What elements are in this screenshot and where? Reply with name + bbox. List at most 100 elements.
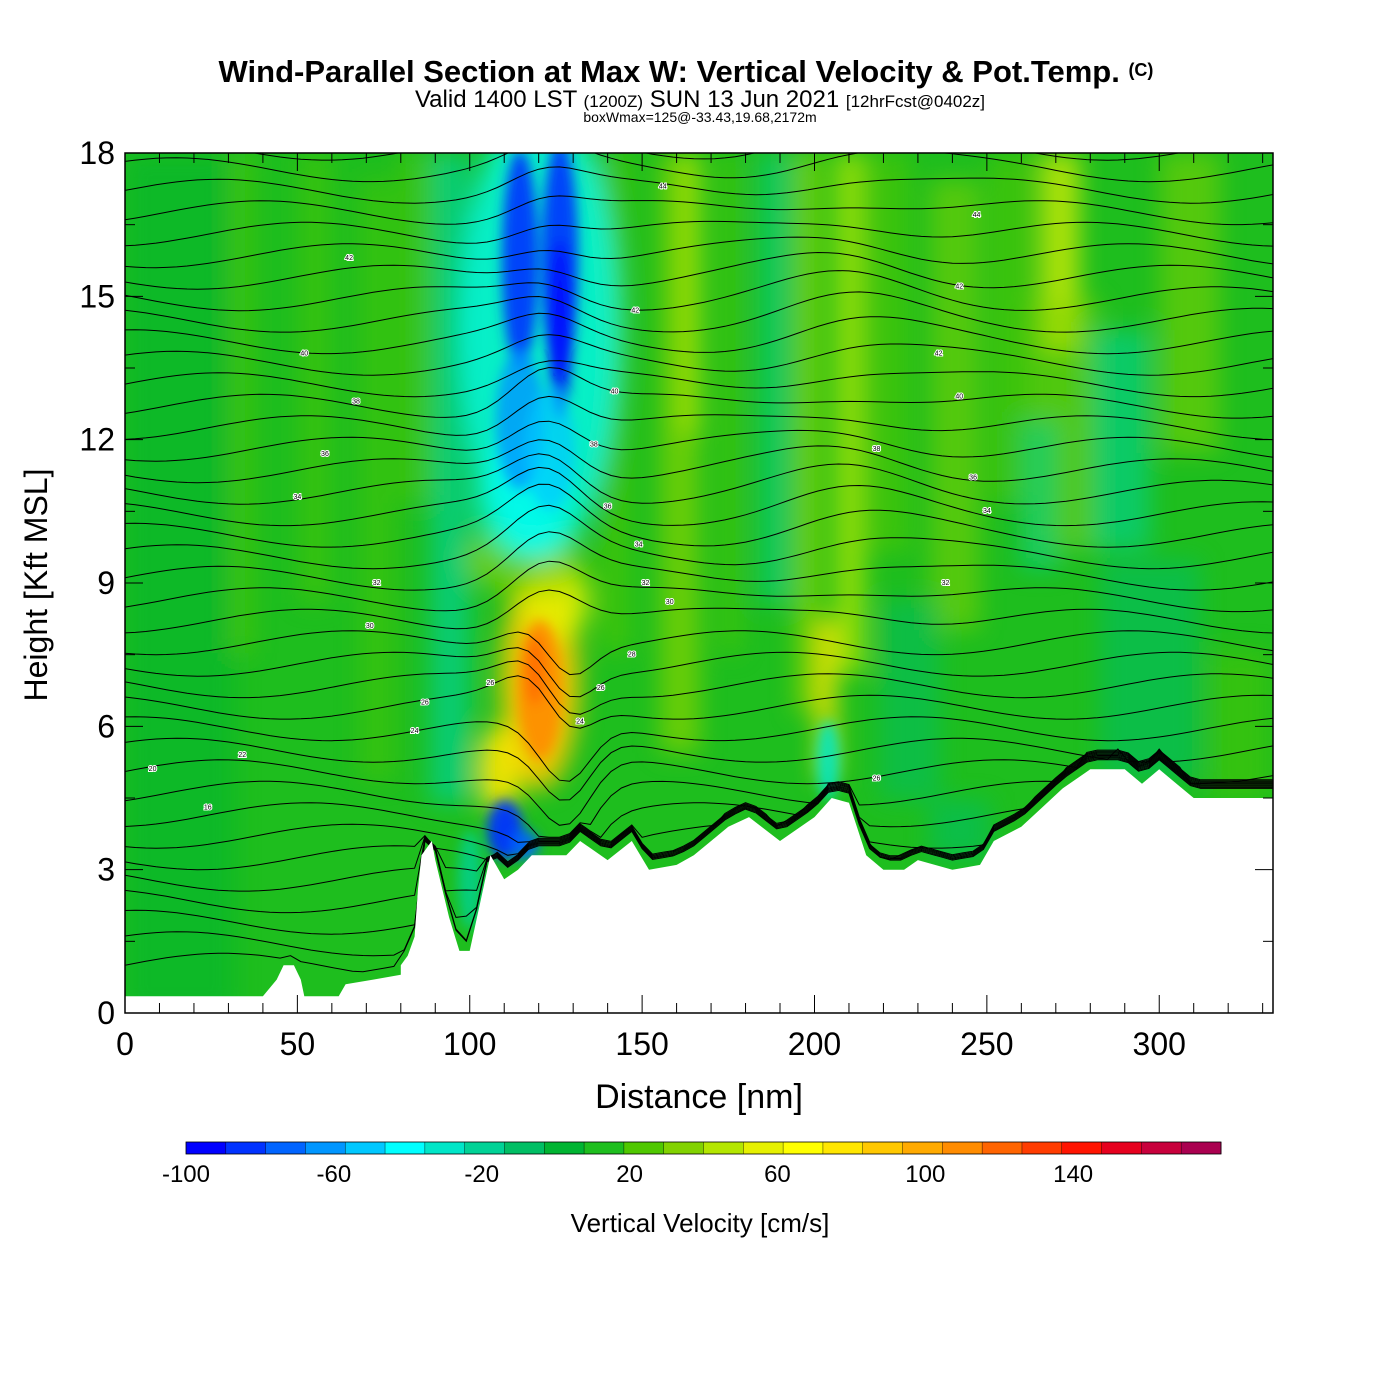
theta-contour — [125, 737, 1273, 801]
colorbar-label: Vertical Velocity [cm/s] — [571, 1208, 830, 1238]
colorbar-swatch — [743, 1142, 784, 1154]
colorbar-swatch — [584, 1142, 625, 1154]
y-tick-label: 0 — [97, 995, 115, 1031]
contour-label: 40 — [300, 351, 308, 358]
x-tick-label: 300 — [1133, 1026, 1186, 1062]
x-axis-tick-labels: 0 50 100 150 200 250 300 — [116, 1026, 1186, 1062]
contour-label: 42 — [631, 308, 639, 315]
colorbar-swatch — [504, 1142, 545, 1154]
theta-contour — [125, 716, 1273, 782]
theta-contour — [125, 749, 1273, 826]
theta-contour — [125, 589, 1273, 634]
theta-contour — [125, 483, 1273, 548]
x-tick-label: 0 — [116, 1026, 134, 1062]
theta-contours — [125, 153, 1273, 973]
colorbar-swatch — [305, 1142, 346, 1154]
contour-label: 36 — [604, 503, 612, 510]
theta-contour — [125, 750, 1273, 838]
colorbar-swatch — [1021, 1142, 1063, 1154]
colorbar-tick-label: 60 — [764, 1161, 791, 1188]
contour-label: 42 — [935, 351, 943, 358]
colorbar-swatch — [623, 1142, 665, 1154]
colorbar-swatch — [982, 1142, 1023, 1154]
theta-contour — [125, 759, 1273, 973]
y-tick-label: 9 — [97, 565, 115, 601]
x-tick-label: 100 — [443, 1026, 496, 1062]
contour-label: 38 — [352, 398, 360, 405]
theta-contour — [125, 360, 1273, 398]
colorbar-swatch — [464, 1142, 505, 1154]
contour-label: 22 — [238, 752, 246, 759]
axis-ticks — [124, 152, 1273, 1014]
colorbar-swatch — [942, 1142, 983, 1154]
theta-contour — [125, 466, 1273, 527]
theta-contour — [125, 439, 1273, 484]
colorbar-swatch — [902, 1142, 943, 1154]
contour-label: 28 — [628, 652, 636, 659]
theta-contour — [125, 312, 1273, 355]
colorbar-tick-label: -60 — [317, 1161, 352, 1188]
velocity-field: 20 16 22 24 26 30 32 34 36 38 40 42 26 24 26 28 30 32 34 36… — [125, 153, 1273, 1013]
contour-label: 20 — [149, 766, 157, 773]
contour-label: 44 — [659, 183, 667, 190]
theta-contour — [125, 195, 1273, 226]
colorbar-swatch — [1101, 1142, 1142, 1154]
chart-subtitle: Valid 1400 LST (1200Z) SUN 13 Jun 2021 [… — [415, 86, 985, 113]
colorbar-swatch — [703, 1142, 744, 1154]
x-axis-label: Distance [nm] — [595, 1078, 803, 1116]
x-tick-label: 250 — [960, 1026, 1013, 1062]
contour-label: 34 — [293, 494, 301, 501]
y-tick-label: 15 — [79, 278, 115, 314]
contour-label: 30 — [366, 623, 374, 630]
theta-contour — [125, 166, 1273, 204]
colorbar-swatch — [345, 1142, 386, 1154]
theta-contour — [125, 560, 1273, 613]
theta-contour — [125, 675, 1273, 729]
y-tick-label: 12 — [79, 422, 115, 458]
contour-label: 32 — [642, 580, 650, 587]
colorbar-swatch — [186, 1142, 227, 1154]
theta-contour — [125, 236, 1273, 269]
contour-labels: 20 16 22 24 26 30 32 34 36 38 40 42 26 24 26 28 30 32 34 36… — [148, 182, 992, 812]
theta-contour — [125, 756, 1273, 935]
x-tick-label: 200 — [788, 1026, 841, 1062]
theta-contour — [125, 758, 1273, 957]
contour-label: 36 — [321, 451, 329, 458]
contour-label: 24 — [411, 728, 419, 735]
colorbar-swatch — [783, 1142, 824, 1154]
contour-label: 42 — [345, 255, 353, 262]
contour-label: 30 — [666, 599, 674, 606]
contour-label: 40 — [955, 394, 963, 401]
terrain-mask — [125, 769, 1273, 1013]
theta-contour — [125, 453, 1273, 505]
colorbar-tick-label: 140 — [1053, 1161, 1093, 1188]
theta-contour — [125, 751, 1273, 843]
x-tick-label: 50 — [280, 1026, 316, 1062]
theta-contour — [125, 334, 1273, 376]
theta-contour — [125, 647, 1273, 698]
x-tick-label: 150 — [615, 1026, 668, 1062]
colorbar-tick-label: 100 — [905, 1161, 945, 1188]
theta-contour — [125, 531, 1273, 591]
colorbar-swatch — [544, 1142, 585, 1154]
contour-label: 26 — [487, 680, 495, 687]
theta-contour — [125, 366, 1273, 419]
chart-title: Wind-Parallel Section at Max W: Vertical… — [219, 54, 1154, 89]
theta-contour — [125, 291, 1273, 333]
contour-label: 36 — [969, 475, 977, 482]
contour-label: 38 — [590, 441, 598, 448]
chart-boxwmax: boxWmax=125@-33.43,19.68,2172m — [583, 109, 816, 125]
contour-label: 40 — [611, 389, 619, 396]
contour-label: 44 — [973, 212, 981, 219]
contour-label: 32 — [373, 580, 381, 587]
contour-label: 26 — [873, 776, 881, 783]
contour-label: 34 — [635, 542, 643, 549]
contour-label: 38 — [873, 446, 881, 453]
colorbar — [185, 1141, 1222, 1155]
colorbar-swatch — [225, 1142, 267, 1154]
contour-label: 26 — [421, 699, 429, 706]
colorbar-tick-label: 20 — [616, 1161, 643, 1188]
contour-label: 26 — [597, 685, 605, 692]
contour-label: 32 — [942, 580, 950, 587]
contour-label: 24 — [576, 718, 584, 725]
